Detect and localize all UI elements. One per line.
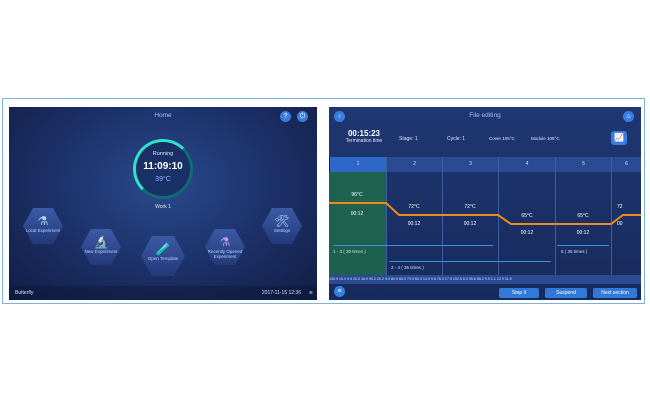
recent-experiment-tile[interactable]: ⚗ Recently Opened Experiment xyxy=(205,229,245,265)
local-experiment-tile[interactable]: ⚗ Local Experiment xyxy=(23,208,63,244)
home-screen: Home ? ⏻ Running 11:09:10 39°C Work 1 ⚗ … xyxy=(9,107,317,300)
step-1-temp[interactable]: 96°C xyxy=(351,192,363,198)
beaker-icon: ⚗ xyxy=(219,235,231,249)
flask-icon: ⚗ xyxy=(37,214,49,228)
file-editing-screen: File editing ‹ ⌂ 00:15:23 Termination ti… xyxy=(329,107,641,300)
wifi-icon: ≋ xyxy=(308,290,313,296)
run-time: 11:09:10 xyxy=(143,161,183,172)
cycle-range-1[interactable]: 1 - 3 ( 30 times ) xyxy=(333,249,366,254)
step-2-temp[interactable]: 72°C xyxy=(408,204,420,210)
step-4-temp[interactable]: 65°C xyxy=(521,213,533,219)
open-template-label: Open Template xyxy=(147,256,179,261)
local-experiment-label: Local Experiment xyxy=(25,228,61,233)
suspend-button[interactable]: Suspend xyxy=(545,288,587,298)
cover-temp: Cover 105°C xyxy=(489,136,515,141)
column-divider xyxy=(386,157,387,275)
values-strip: 130.9 10.9 9.9 20.0 18.9 90.2 20.2 9.9 8… xyxy=(329,275,641,284)
cycle-range-line xyxy=(333,245,493,246)
step-it-button[interactable]: Step it xyxy=(499,288,539,298)
back-icon[interactable]: ‹ xyxy=(334,111,345,122)
column-header-1[interactable]: 1 xyxy=(329,157,386,172)
selected-step-highlight xyxy=(329,172,386,275)
termination-time: 00:15:23 xyxy=(347,129,381,138)
module-temp: Module 105°C xyxy=(531,136,560,141)
device-name: Butterfly xyxy=(15,290,34,296)
new-experiment-label: New Experiment xyxy=(84,249,118,254)
new-experiment-tile[interactable]: 🔬 New Experiment xyxy=(81,229,121,265)
next-section-button[interactable]: Next section xyxy=(593,288,637,298)
step-2-time[interactable]: 00:12 xyxy=(407,221,421,227)
settings-label: Settings xyxy=(273,228,291,233)
cycle-range-line xyxy=(557,245,609,246)
step-6-time[interactable]: 00 xyxy=(617,221,623,227)
termination-block: 00:15:23 Termination time xyxy=(339,129,389,144)
step-3-temp[interactable]: 72°C xyxy=(464,204,476,210)
column-divider xyxy=(611,157,612,275)
open-template-tile[interactable]: 🧪 Open Template xyxy=(141,236,185,276)
test-tubes-icon: 🧪 xyxy=(155,242,171,256)
home-footer: Butterfly 2017-11-15 12:36 ≋ xyxy=(9,286,317,300)
cycle-range-3[interactable]: 5 ( 35 times ) xyxy=(561,249,588,254)
settings-tile[interactable]: 🛠 Settings xyxy=(262,208,302,244)
power-icon[interactable]: ⏻ xyxy=(297,111,308,122)
run-temperature: 39°C xyxy=(155,176,171,183)
datetime: 2017-11-15 12:36 xyxy=(261,290,301,296)
microscope-icon: 🔬 xyxy=(93,235,109,249)
run-status: Running xyxy=(152,151,174,157)
stage-field[interactable]: Stage: 1 xyxy=(399,136,418,142)
home-title: Home xyxy=(154,112,172,119)
cycle-range-line xyxy=(389,261,551,262)
file-name: Work 1 xyxy=(155,204,171,210)
menu-icon[interactable]: ≡ xyxy=(334,286,345,297)
step-6-temp[interactable]: 72 xyxy=(617,204,623,210)
column-divider xyxy=(555,157,556,275)
home-icon[interactable]: ⌂ xyxy=(623,111,634,122)
termination-label: Termination time xyxy=(345,138,383,144)
cycle-range-2[interactable]: 2 - 4 ( 35 times ) xyxy=(391,265,424,270)
cycle-field[interactable]: Cycle: 1 xyxy=(447,136,466,142)
chart-icon[interactable]: 📈 xyxy=(611,131,627,145)
step-3-time[interactable]: 00:12 xyxy=(463,221,477,227)
edit-title: File editing xyxy=(469,112,501,119)
step-5-temp[interactable]: 65°C xyxy=(577,213,589,219)
help-icon[interactable]: ? xyxy=(280,111,291,122)
step-1-time[interactable]: 00:12 xyxy=(350,211,364,217)
recent-experiment-label: Recently Opened Experiment xyxy=(207,249,243,259)
step-5-time[interactable]: 00:12 xyxy=(576,230,590,236)
tools-icon: 🛠 xyxy=(274,214,290,228)
temperature-profile-line xyxy=(329,202,641,225)
run-status-dial: Running 11:09:10 39°C xyxy=(133,139,193,199)
step-4-time[interactable]: 00:12 xyxy=(520,230,534,236)
